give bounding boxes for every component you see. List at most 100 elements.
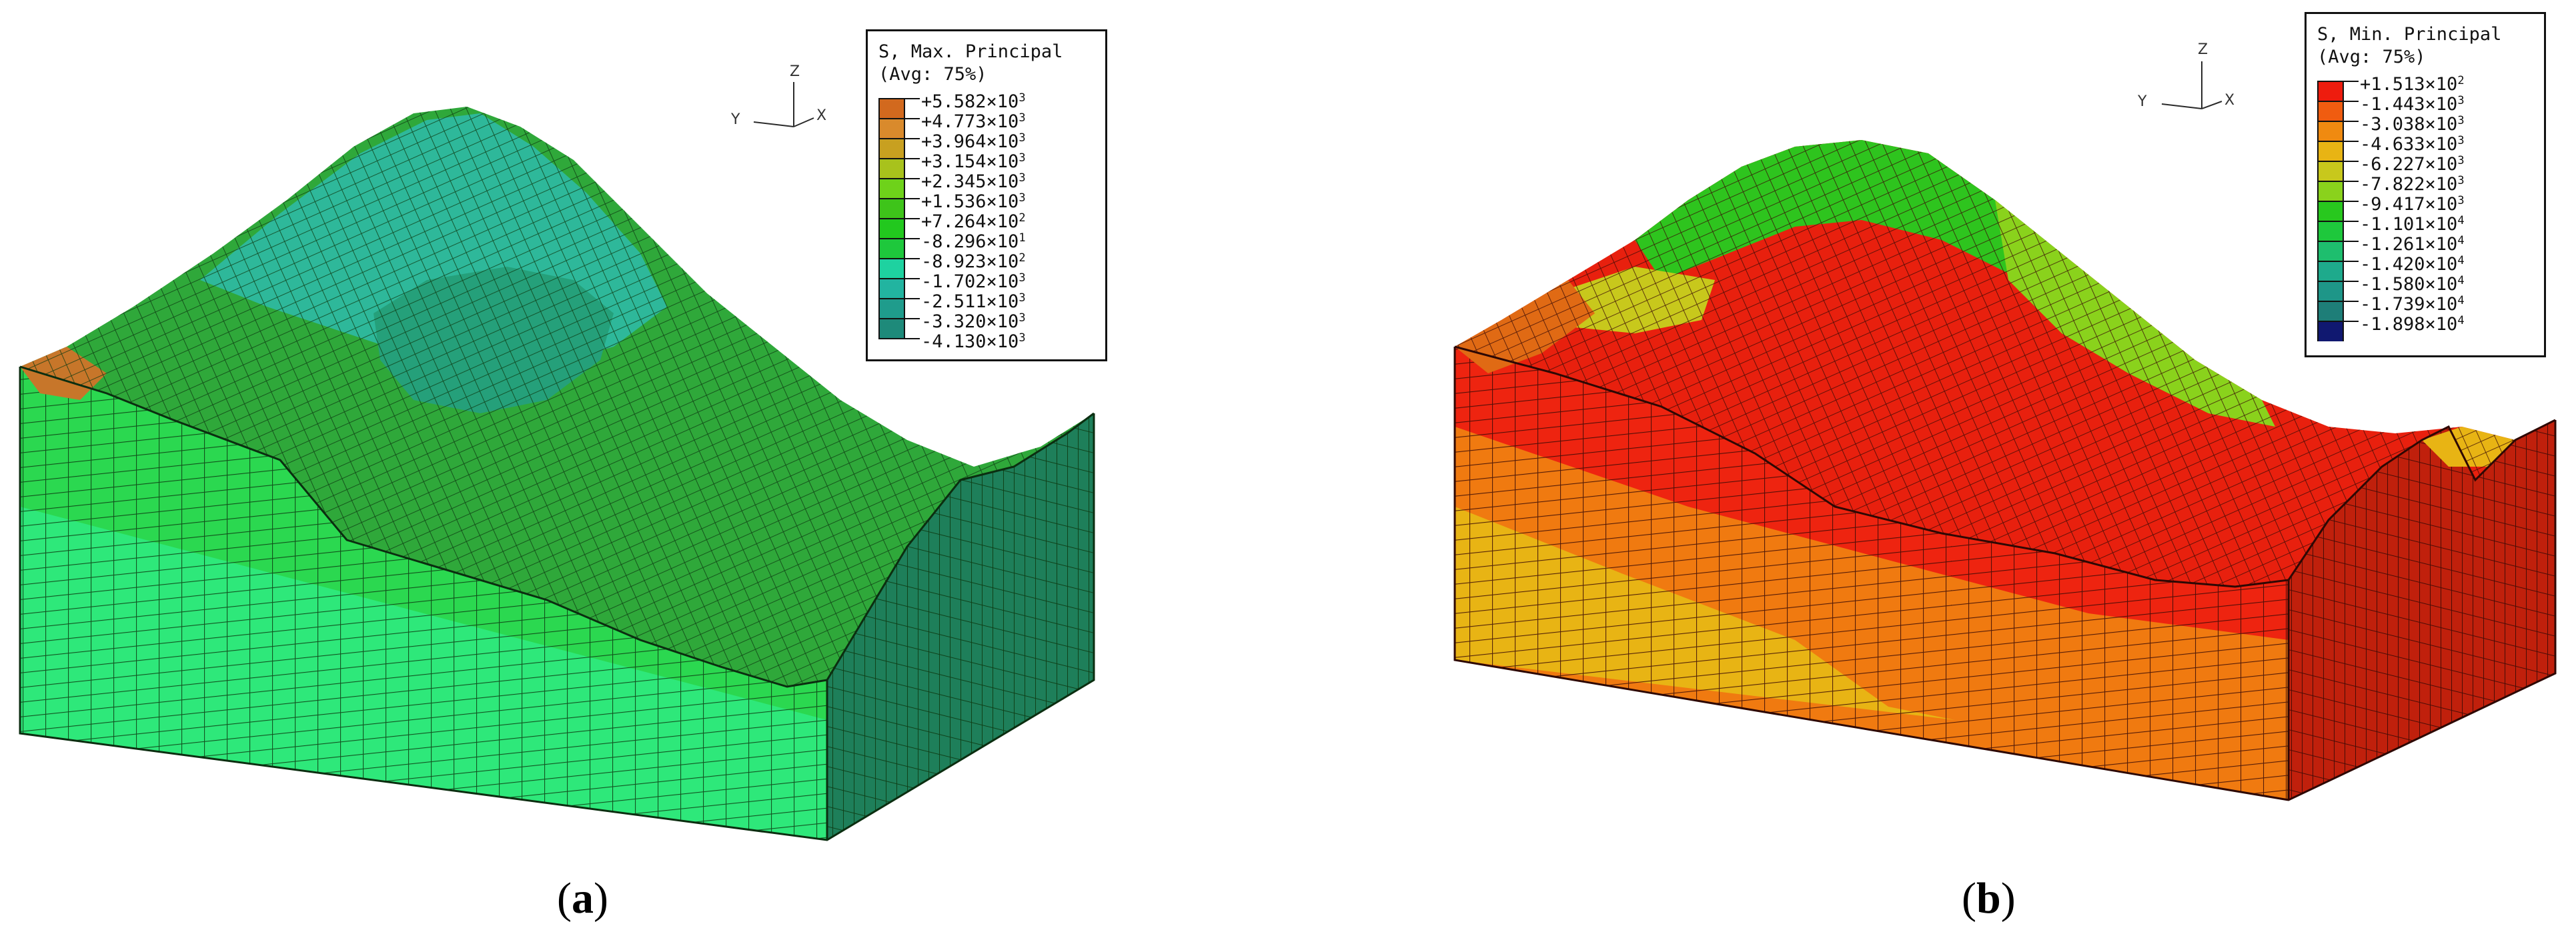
- legend-value: -3.038×103: [2360, 114, 2465, 135]
- legend-tick: [2317, 301, 2359, 302]
- legend-tick: [878, 198, 920, 199]
- legend-row: -1.898×104: [2317, 311, 2533, 341]
- legend-swatch: [2317, 81, 2344, 101]
- panel-a-max-principal: Z Y X S, Max. Principal (Avg: 75%) +5.58…: [19, 29, 1107, 923]
- legend-row: -1.580×104: [2317, 271, 2533, 301]
- legend-rows: +1.513×102 -1.443×103 -3.038×103 -4.633×103…: [2317, 71, 2533, 341]
- legend-row: -8.923×102: [878, 249, 1095, 279]
- legend-tick: [2317, 121, 2359, 122]
- legend-swatch: [2317, 121, 2344, 141]
- triad-y-label: Y: [2138, 93, 2147, 110]
- legend-row: -1.702×103: [878, 269, 1095, 299]
- legend-row: -7.822×103: [2317, 171, 2533, 201]
- legend-swatch: [2317, 161, 2344, 181]
- legend-value: +1.536×103: [921, 191, 1026, 212]
- legend-tick: [2317, 261, 2359, 262]
- legend-row: +4.773×103: [878, 109, 1095, 139]
- contour-legend: S, Max. Principal (Avg: 75%) +5.582×103 +…: [866, 29, 1107, 361]
- legend-row: +7.264×102: [878, 209, 1095, 239]
- legend-swatch: [878, 319, 905, 339]
- legend-row: -4.130×103: [878, 329, 1095, 352]
- legend-swatch: [2317, 201, 2344, 221]
- legend-tick: [878, 118, 920, 119]
- legend-value: +4.773×103: [921, 111, 1026, 132]
- legend-swatch: [878, 239, 905, 259]
- panel-b-min-principal: Z Y X S, Min. Principal (Avg: 75%) +1.51…: [1288, 0, 2576, 944]
- triad-z-label: Z: [2198, 41, 2208, 58]
- legend-swatch: [2317, 261, 2344, 281]
- legend-value: -7.822×103: [2360, 174, 2465, 195]
- legend-value: +3.964×103: [921, 131, 1026, 152]
- legend-value: -1.580×104: [2360, 274, 2465, 295]
- legend-row: -1.443×103: [2317, 91, 2533, 121]
- legend-row: -1.261×104: [2317, 231, 2533, 261]
- legend-tick: [2317, 101, 2359, 102]
- legend-swatch: [878, 119, 905, 139]
- legend-value: -1.739×104: [2360, 294, 2465, 315]
- legend-swatch: [2317, 181, 2344, 201]
- legend-swatch: [2317, 321, 2344, 341]
- panel-caption: (a): [557, 874, 608, 923]
- legend-row: -8.296×101: [878, 229, 1095, 259]
- legend-tick: [2317, 221, 2359, 222]
- legend-tick: [878, 178, 920, 179]
- legend-swatch: [878, 299, 905, 319]
- legend-row: -1.101×104: [2317, 211, 2533, 241]
- legend-tick: [878, 158, 920, 159]
- legend-value: -1.443×103: [2360, 94, 2465, 115]
- coordinate-triad: Z Y X: [2135, 39, 2235, 119]
- legend-value: +2.345×103: [921, 171, 1026, 192]
- legend-value: -9.417×103: [2360, 194, 2465, 215]
- legend-swatch: [878, 259, 905, 279]
- terrain-model-min-principal: [1453, 140, 2557, 801]
- legend-value: +3.154×103: [921, 151, 1026, 172]
- caption-letter: b: [1976, 874, 2001, 923]
- legend-value: -4.633×103: [2360, 134, 2465, 155]
- legend-tick: [2317, 201, 2359, 202]
- legend-value: +1.513×102: [2360, 74, 2465, 95]
- legend-row: +2.345×103: [878, 169, 1095, 199]
- legend-value: +7.264×102: [921, 211, 1026, 232]
- legend-title: S, Min. Principal: [2317, 24, 2502, 45]
- legend-row: -6.227×103: [2317, 151, 2533, 181]
- legend-tick: [878, 238, 920, 239]
- triad-axes-icon: [2161, 61, 2222, 109]
- legend-tick: [878, 138, 920, 139]
- legend-value: -4.130×103: [921, 331, 1026, 352]
- legend-row: +1.536×103: [878, 189, 1095, 219]
- legend-row: -2.511×103: [878, 289, 1095, 319]
- legend-tick: [878, 278, 920, 279]
- legend-swatch: [878, 159, 905, 179]
- legend-row: +1.513×102: [2317, 71, 2533, 101]
- legend-value: -1.702×103: [921, 271, 1026, 292]
- legend-tick: [878, 218, 920, 219]
- legend-tick: [878, 318, 920, 319]
- legend-row: -1.739×104: [2317, 291, 2533, 321]
- legend-swatch: [2317, 221, 2344, 241]
- legend-swatch: [2317, 281, 2344, 301]
- caption-letter: a: [571, 874, 594, 923]
- legend-swatch: [2317, 241, 2344, 261]
- legend-row: -3.320×103: [878, 309, 1095, 339]
- legend-row: -9.417×103: [2317, 191, 2533, 221]
- legend-swatch: [878, 199, 905, 219]
- legend-row: -4.633×103: [2317, 131, 2533, 161]
- legend-row: +3.964×103: [878, 129, 1095, 159]
- legend-tick: [2317, 241, 2359, 242]
- legend-tick: [2317, 141, 2359, 142]
- legend-swatch: [2317, 141, 2344, 161]
- legend-row: +3.154×103: [878, 149, 1095, 179]
- legend-swatch: [2317, 101, 2344, 121]
- legend-row: +5.582×103: [878, 89, 1095, 119]
- triad-axes-icon: [753, 82, 814, 127]
- legend-tick: [2317, 81, 2359, 82]
- legend-tick: [2317, 281, 2359, 282]
- legend-tick: [2317, 181, 2359, 182]
- legend-value: -8.923×102: [921, 251, 1026, 272]
- legend-value: -1.898×104: [2360, 314, 2465, 335]
- legend-swatch: [878, 219, 905, 239]
- legend-tick: [878, 338, 920, 339]
- legend-swatch: [878, 179, 905, 199]
- triad-z-label: Z: [790, 63, 800, 80]
- legend-tick: [2317, 161, 2359, 162]
